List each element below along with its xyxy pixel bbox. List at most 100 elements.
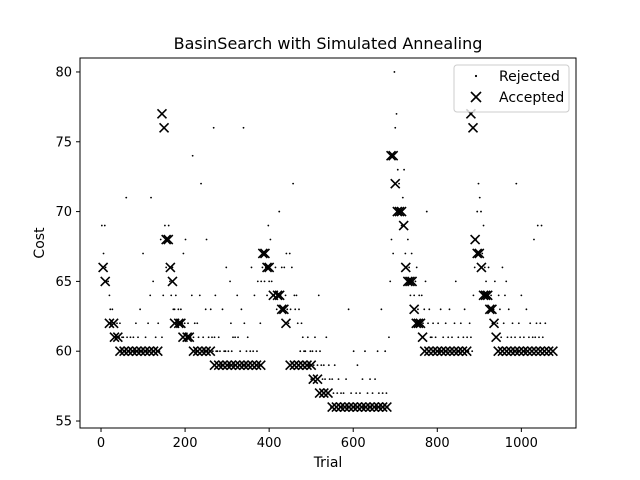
rejected-point: [398, 182, 400, 185]
rejected-point: [198, 294, 201, 297]
accepted-point: [419, 346, 430, 357]
rejected-point: [499, 308, 501, 311]
accepted-point: [392, 206, 403, 217]
accepted-point: [535, 346, 546, 357]
accepted-point: [127, 346, 138, 357]
rejected-point: [303, 350, 305, 353]
rejected-point: [239, 350, 242, 353]
rejected-point: [304, 350, 307, 353]
rejected-point: [190, 294, 193, 297]
rejected-point: [286, 308, 289, 311]
rejected-point: [242, 126, 245, 129]
rejected-point: [400, 224, 403, 227]
rejected-point: [535, 322, 538, 325]
accepted-point: [486, 304, 497, 315]
rejected-point: [266, 294, 268, 297]
rejected-point: [439, 308, 442, 311]
rejected-point: [150, 196, 152, 199]
rejected-point: [472, 294, 475, 297]
rejected-point: [256, 280, 259, 283]
rejected-point: [167, 224, 170, 227]
rejected-point: [310, 378, 313, 381]
accepted-point: [484, 304, 495, 315]
rejected-point: [207, 336, 210, 339]
accepted-point: [264, 262, 275, 273]
accepted-point: [312, 374, 323, 385]
rejected-point: [268, 280, 271, 283]
rejected-point: [507, 308, 510, 311]
accepted-point: [280, 318, 292, 329]
rejected-point: [471, 350, 474, 353]
accepted-point: [196, 346, 207, 357]
rejected-point: [159, 238, 162, 241]
rejected-point: [165, 266, 168, 269]
rejected-point: [356, 364, 359, 367]
rejected-point: [493, 280, 496, 283]
rejected-point: [394, 126, 397, 129]
accepted-point: [411, 318, 422, 329]
rejected-point: [274, 266, 277, 269]
rejected-point: [417, 308, 419, 311]
accepted-point: [467, 122, 479, 133]
accepted-point: [423, 346, 434, 357]
rejected-point: [324, 378, 326, 381]
rejected-point: [389, 280, 392, 283]
rejected-point: [228, 364, 231, 367]
rejected-point: [345, 378, 347, 381]
rejected-point: [275, 308, 278, 311]
rejected-point: [423, 308, 426, 311]
rejected-point: [422, 322, 424, 325]
rejected-point: [154, 336, 157, 339]
rejected-point: [476, 210, 479, 213]
rejected-point: [404, 252, 407, 255]
rejected-point: [259, 322, 262, 325]
accepted-point: [108, 318, 119, 329]
accepted-point: [491, 332, 502, 343]
rejected-point: [225, 266, 228, 269]
rejected-point: [229, 280, 231, 283]
rejected-point: [457, 336, 460, 339]
rejected-point: [540, 224, 543, 227]
rejected-point: [355, 392, 358, 394]
rejected-point: [267, 224, 270, 227]
rejected-point: [111, 308, 114, 311]
rejected-point: [137, 336, 139, 339]
rejected-point: [309, 350, 312, 353]
rejected-point: [284, 294, 287, 297]
rejected-point: [533, 238, 535, 241]
accepted-point: [482, 290, 493, 301]
rejected-point: [169, 280, 171, 283]
accepted-point: [257, 248, 268, 259]
accepted-point: [104, 318, 115, 329]
rejected-point: [245, 350, 248, 353]
accepted-point: [230, 360, 241, 371]
accepted-point: [167, 276, 178, 287]
rejected-point: [396, 168, 399, 171]
rejected-point: [252, 350, 255, 353]
accepted-point: [373, 401, 384, 413]
accepted-point: [539, 346, 550, 357]
accepted-point: [474, 248, 485, 259]
rejected-point: [362, 406, 365, 408]
rejected-point: [132, 336, 135, 339]
rejected-point: [514, 336, 516, 339]
rejected-point: [487, 266, 490, 269]
rejected-point: [539, 322, 542, 325]
accepted-point: [314, 388, 325, 399]
accepted-point: [480, 290, 491, 301]
rejected-point: [164, 224, 166, 227]
accepted-point: [135, 346, 147, 357]
y-tick-label: 70: [55, 205, 72, 220]
rejected-point: [298, 308, 300, 311]
accepted-point: [432, 346, 443, 357]
x-tick-label: 400: [257, 436, 282, 451]
rejected-point: [285, 252, 288, 255]
rejected-point: [463, 308, 466, 311]
accepted-point: [461, 346, 472, 357]
y-tick-label: 75: [55, 135, 72, 150]
rejected-point: [300, 322, 303, 325]
accepted-point: [148, 346, 159, 357]
accepted-point: [255, 360, 266, 371]
rejected-point: [438, 350, 441, 353]
rejected-point: [490, 294, 492, 297]
